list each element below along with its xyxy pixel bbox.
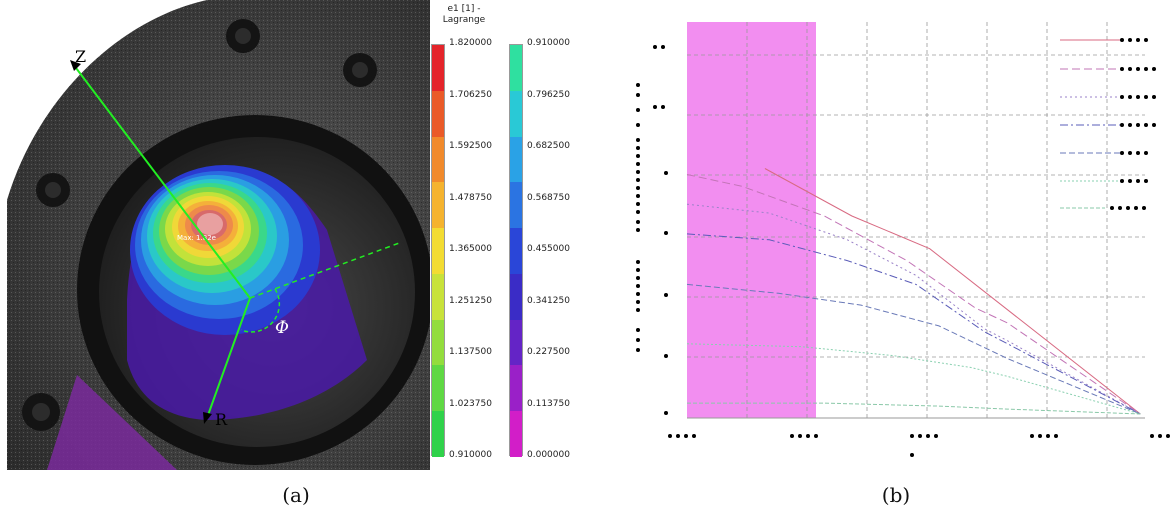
colorbar-right-swatch: [510, 411, 522, 457]
colorbar-left-tick-label: 1.820000: [449, 38, 492, 48]
colorbar-right-tick-label: 0.000000: [527, 450, 570, 460]
colorbar-left-tick-label: 1.706250: [449, 89, 492, 100]
panel-a-image: Max: 1.82e Z R Φ: [7, 0, 430, 470]
colorbar-right-swatch: [510, 273, 522, 320]
colorbar-left-swatch: [432, 273, 444, 320]
colorbar-left-tick-label: 1.478750: [449, 192, 492, 203]
series-line: [686, 343, 1141, 415]
colorbar-right-swatch: [510, 182, 522, 229]
colorbar-left-swatch: [432, 182, 444, 229]
colorbar-left: [431, 44, 445, 457]
colorbar-right-tick-label: 0.341250: [527, 295, 570, 306]
colorbar-right-tick-label: 0.113750: [527, 398, 570, 409]
axis-r-label: R: [215, 410, 228, 429]
bolt-hole-icon: [226, 19, 260, 53]
colorbar-right-tick-label: 0.455000: [527, 244, 570, 254]
colorbar-right-tick-label: 0.910000: [527, 38, 570, 48]
colorbar-left-tick-label: 0.910000: [449, 450, 492, 460]
colorbar-left-swatch: [432, 228, 444, 274]
colorbar-right-tick-label: 0.227500: [527, 347, 570, 357]
caption-a: (a): [282, 483, 310, 507]
bolt-hole-icon: [22, 393, 60, 431]
grid: [687, 22, 1145, 418]
colorbar-left-swatch: [432, 411, 444, 457]
colorbar-left-tick-label: 1.251250: [449, 295, 492, 306]
colorbar-right-swatch: [510, 319, 522, 366]
colorbar-title-line1: e1 [1] -: [447, 4, 481, 14]
colorbar-left-tick-label: 1.137500: [449, 347, 492, 357]
max-label: Max: 1.82e: [177, 234, 216, 242]
series-line: [686, 203, 1141, 415]
series-line: [687, 402, 1141, 415]
colorbar-left-tick-label: 1.592500: [449, 141, 492, 151]
series-line: [686, 233, 1141, 415]
colorbar-left-swatch: [432, 136, 444, 183]
colorbar-left-swatch: [432, 90, 444, 137]
axis-z-label: Z: [75, 47, 86, 66]
series-group: [686, 168, 1141, 415]
colorbar-right-tick-label: 0.682500: [527, 141, 570, 151]
bolt-hole-icon: [36, 173, 70, 207]
colorbar-left-swatch: [432, 45, 444, 91]
legend: [1060, 39, 1120, 209]
colorbar-right-swatch: [510, 228, 522, 274]
colorbar-right-tick-label: 0.568750: [527, 192, 570, 203]
colorbar-right-swatch: [510, 365, 522, 412]
unreadable-glyphs: [636, 38, 1170, 457]
colorbar-right: [509, 44, 523, 457]
bolt-hole-icon: [343, 53, 377, 87]
colorbar-left-swatch: [432, 365, 444, 412]
colorbar-title-line2: Lagrange: [442, 15, 486, 25]
colorbar-right-tick-label: 0.796250: [527, 89, 570, 100]
angle-phi-label: Φ: [275, 318, 289, 338]
panel-b-chart: [636, 22, 1170, 457]
purple-strip: [47, 375, 177, 470]
colorbar-right-ticks: 0.910000 0.796250 0.682500 0.568750 0.455000…: [527, 38, 587, 462]
colorbar-left-tick-label: 1.023750: [449, 398, 492, 409]
colorbar-right-swatch: [510, 136, 522, 183]
series-line: [686, 283, 1141, 415]
highlight-region: [687, 22, 816, 418]
colorbar-left-swatch: [432, 319, 444, 366]
colorbar-left-tick-label: 1.365000: [449, 244, 492, 254]
colorbar-right-swatch: [510, 45, 522, 91]
series-line: [764, 168, 1141, 415]
colorbar-right-swatch: [510, 90, 522, 137]
caption-b: (b): [881, 483, 911, 507]
colorbar-left-ticks: 1.820000 1.706250 1.592500 1.478750 1.365000…: [449, 38, 509, 462]
